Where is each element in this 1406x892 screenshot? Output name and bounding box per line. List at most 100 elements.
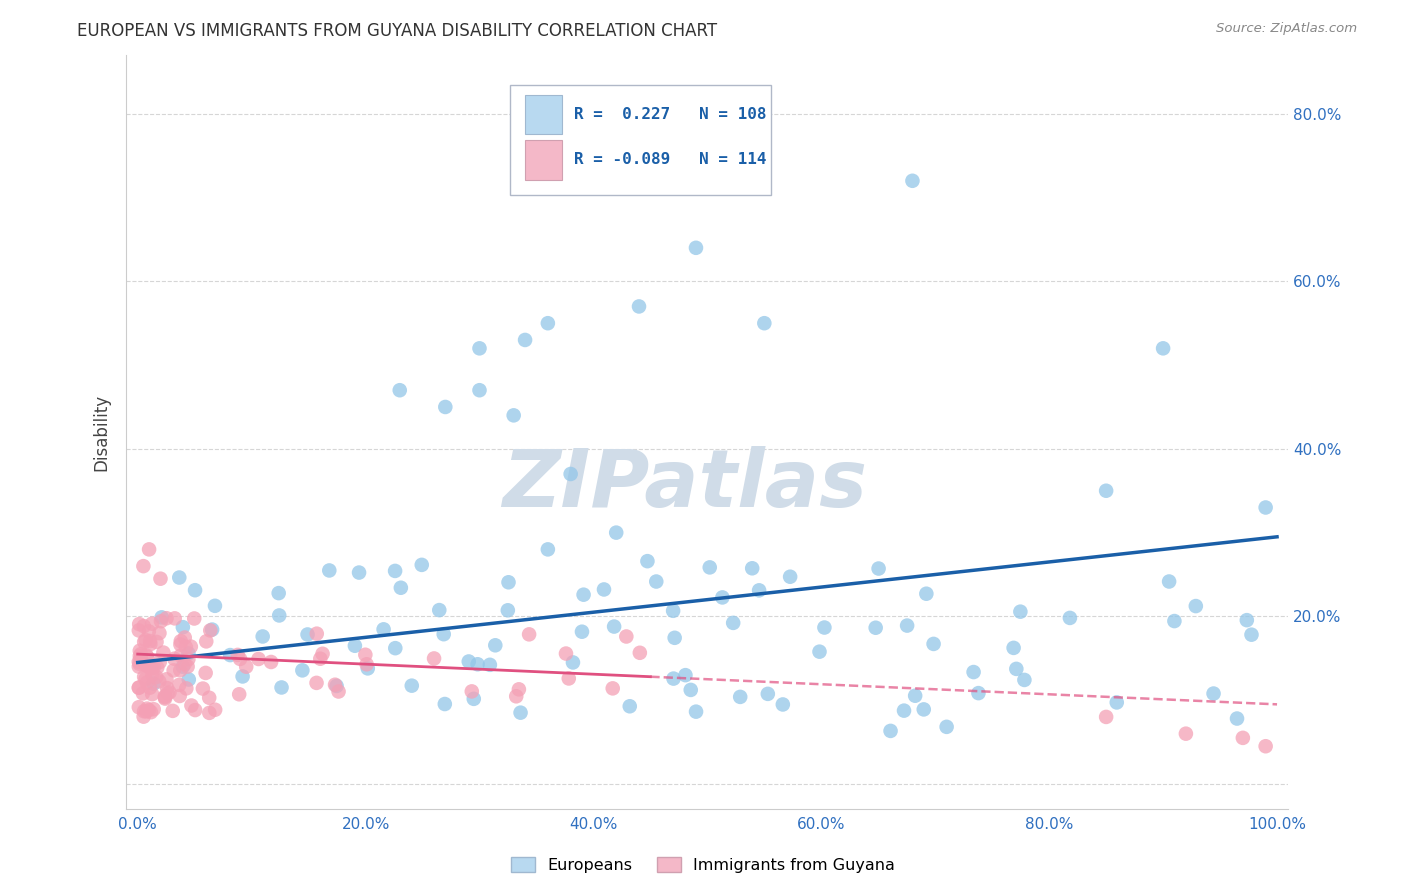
Point (505, 690, 527, 704)
Point (156, 686, 179, 700)
Point (139, 637, 162, 651)
Point (153, 690, 176, 705)
Point (172, 659, 194, 673)
Point (484, 638, 506, 652)
Point (309, 651, 332, 665)
Point (808, 645, 831, 659)
Point (756, 687, 779, 701)
Point (401, 679, 423, 693)
Point (1059, 611, 1081, 625)
Point (141, 687, 163, 701)
Point (1095, 483, 1118, 498)
Point (904, 689, 927, 703)
Point (1002, 640, 1025, 655)
Point (699, 560, 721, 574)
Point (728, 690, 751, 704)
Point (155, 673, 177, 687)
Point (132, 619, 155, 633)
Point (135, 658, 157, 673)
Point (423, 651, 446, 665)
Point (893, 704, 915, 718)
Point (558, 672, 581, 686)
Point (305, 626, 328, 640)
Point (685, 705, 707, 719)
Point (343, 639, 366, 653)
Point (537, 316, 560, 330)
Point (1159, 574, 1181, 589)
Point (467, 657, 489, 672)
Point (1010, 605, 1032, 619)
Point (354, 648, 377, 662)
Point (675, 668, 697, 682)
Point (180, 698, 202, 713)
Point (195, 634, 218, 648)
Point (779, 570, 801, 584)
Point (384, 641, 406, 656)
Point (1240, 628, 1263, 642)
Point (194, 665, 217, 680)
Point (150, 610, 173, 624)
Point (593, 582, 616, 597)
Point (163, 611, 186, 625)
Point (177, 673, 200, 687)
Point (138, 703, 160, 717)
Point (184, 703, 207, 717)
Point (434, 400, 457, 414)
FancyBboxPatch shape (524, 95, 562, 135)
Point (139, 681, 162, 695)
Point (741, 561, 763, 575)
Point (1254, 500, 1277, 515)
Point (136, 659, 159, 673)
Point (260, 655, 283, 669)
Point (139, 705, 162, 719)
Point (148, 626, 170, 640)
Point (177, 652, 200, 666)
Point (509, 706, 531, 720)
Point (200, 624, 222, 638)
Point (628, 646, 651, 660)
Point (1095, 710, 1118, 724)
Text: R = -0.089   N = 114: R = -0.089 N = 114 (574, 153, 766, 168)
Point (572, 588, 595, 602)
Point (468, 383, 491, 397)
Point (627, 300, 650, 314)
Point (135, 704, 157, 718)
Point (128, 681, 150, 695)
Y-axis label: Disability: Disability (93, 393, 110, 471)
Point (142, 702, 165, 716)
Point (463, 691, 485, 706)
Point (169, 570, 191, 584)
Point (228, 687, 250, 701)
FancyBboxPatch shape (510, 86, 772, 194)
Point (356, 657, 378, 672)
FancyBboxPatch shape (524, 140, 562, 179)
Point (813, 621, 835, 635)
Point (232, 669, 254, 683)
Point (1254, 739, 1277, 754)
Point (433, 697, 456, 711)
Point (139, 659, 162, 673)
Text: EUROPEAN VS IMMIGRANTS FROM GUYANA DISABILITY CORRELATION CHART: EUROPEAN VS IMMIGRANTS FROM GUYANA DISAB… (77, 22, 717, 40)
Point (662, 672, 685, 686)
Point (373, 623, 395, 637)
Point (605, 525, 627, 540)
Point (427, 603, 450, 617)
Point (235, 659, 257, 673)
Point (901, 174, 924, 188)
Point (128, 655, 150, 669)
Point (614, 630, 637, 644)
Point (176, 681, 198, 696)
Point (184, 583, 207, 598)
Point (311, 647, 333, 661)
Point (135, 648, 157, 663)
Point (149, 614, 172, 628)
Point (173, 631, 195, 645)
Point (711, 591, 734, 605)
Point (139, 634, 162, 648)
Point (754, 316, 776, 330)
Point (748, 583, 770, 598)
Point (128, 681, 150, 695)
Point (560, 467, 582, 481)
Point (204, 703, 226, 717)
Point (163, 664, 186, 678)
